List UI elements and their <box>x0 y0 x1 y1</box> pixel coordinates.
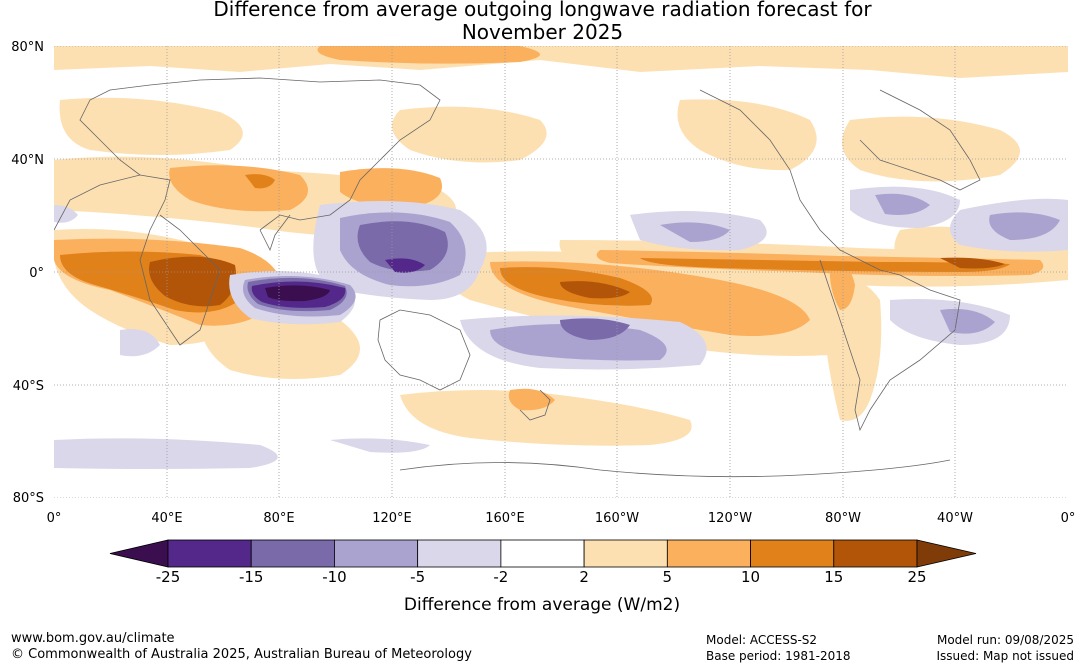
anomaly-below-minus25 <box>265 285 330 302</box>
lon-label: 0° <box>1061 511 1076 526</box>
colorbar-tick-label: -15 <box>239 568 264 586</box>
footer-copyright: © Commonwealth of Australia 2025, Austra… <box>11 647 472 662</box>
colorbar-label: Difference from average (W/m2) <box>404 595 680 615</box>
colorbar: -25 -15 -10 -5 -2 2 5 10 15 25 <box>109 539 977 586</box>
lat-label: 40°S <box>13 379 44 394</box>
lon-label: 40°W <box>937 511 973 526</box>
anomaly-field <box>54 46 1068 498</box>
colorbar-extend-low <box>109 539 169 568</box>
colorbar-segment <box>666 539 751 568</box>
lat-label: 80°S <box>13 491 44 506</box>
coastlines <box>54 77 981 478</box>
lon-label: 120°W <box>708 511 752 526</box>
footer-site: www.bom.gov.au/climate <box>11 631 175 646</box>
map-title-line1: Difference from average outgoing longwav… <box>213 0 872 21</box>
lon-label: 80°W <box>825 511 861 526</box>
colorbar-tick-label: 2 <box>579 568 589 586</box>
lon-label: 40°E <box>151 511 182 526</box>
colorbar-segment <box>583 539 668 568</box>
lon-label: 160°E <box>485 511 525 526</box>
footer-base-period: Base period: 1981-2018 <box>706 649 851 663</box>
lon-label: 0° <box>47 511 62 526</box>
lat-label: 40°N <box>11 153 44 168</box>
colorbar-segment <box>250 539 335 568</box>
colorbar-segment <box>833 539 918 568</box>
lon-label: 160°W <box>595 511 639 526</box>
colorbar-tick-label: -2 <box>493 568 508 586</box>
colorbar-segment <box>334 539 419 568</box>
colorbar-tick-label: 25 <box>907 568 926 586</box>
footer-model: Model: ACCESS-S2 <box>706 633 818 647</box>
colorbar-extend-high <box>916 539 977 568</box>
colorbar-tick-label: -5 <box>410 568 425 586</box>
lat-label: 0° <box>29 266 44 281</box>
colorbar-tick-label: -10 <box>322 568 347 586</box>
colorbar-segment <box>750 539 835 568</box>
lat-label: 80°N <box>11 40 44 55</box>
colorbar-segment <box>500 539 585 568</box>
colorbar-segment <box>167 539 252 568</box>
lon-label: 120°E <box>372 511 412 526</box>
colorbar-tick-label: 5 <box>663 568 673 586</box>
colorbar-tick-label: -25 <box>156 568 181 586</box>
colorbar-segment <box>417 539 502 568</box>
anomaly-15-to-25 <box>149 256 1005 307</box>
lon-label: 80°E <box>263 511 294 526</box>
footer-model-run: Model run: 09/08/2025 <box>936 633 1074 647</box>
footer-issued: Issued: Map not issued <box>936 649 1074 663</box>
graticule <box>54 46 1068 498</box>
colorbar-tick-label: 15 <box>824 568 843 586</box>
map-title-line2: November 2025 <box>461 20 624 44</box>
colorbar-tick-label: 10 <box>741 568 760 586</box>
